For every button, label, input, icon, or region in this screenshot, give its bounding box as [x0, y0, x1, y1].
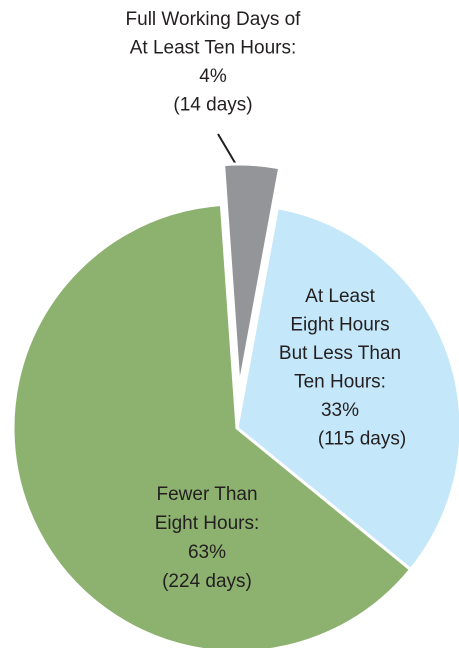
- slice-label: Full Working Days of: [126, 9, 302, 30]
- slice-label: But Less Than: [279, 343, 401, 364]
- days-label: (224 days): [162, 571, 252, 592]
- days-label: (14 days): [173, 95, 252, 116]
- pie-slice: [222, 162, 282, 389]
- slice-label: Eight Hours:: [155, 513, 260, 534]
- value-label: 63%: [188, 542, 226, 563]
- value-label: 33%: [321, 400, 359, 421]
- slice-label: At Least: [305, 286, 375, 307]
- slice-label: Ten Hours:: [294, 372, 386, 393]
- slice-label: Eight Hours: [290, 315, 389, 336]
- pie-slice: [11, 202, 413, 648]
- slice-label: Fewer Than: [156, 484, 257, 505]
- value-label: 4%: [199, 66, 227, 87]
- days-label: (115 days): [318, 429, 406, 450]
- slice-label: At Least Ten Hours:: [130, 38, 297, 59]
- pie-slice: [235, 205, 459, 572]
